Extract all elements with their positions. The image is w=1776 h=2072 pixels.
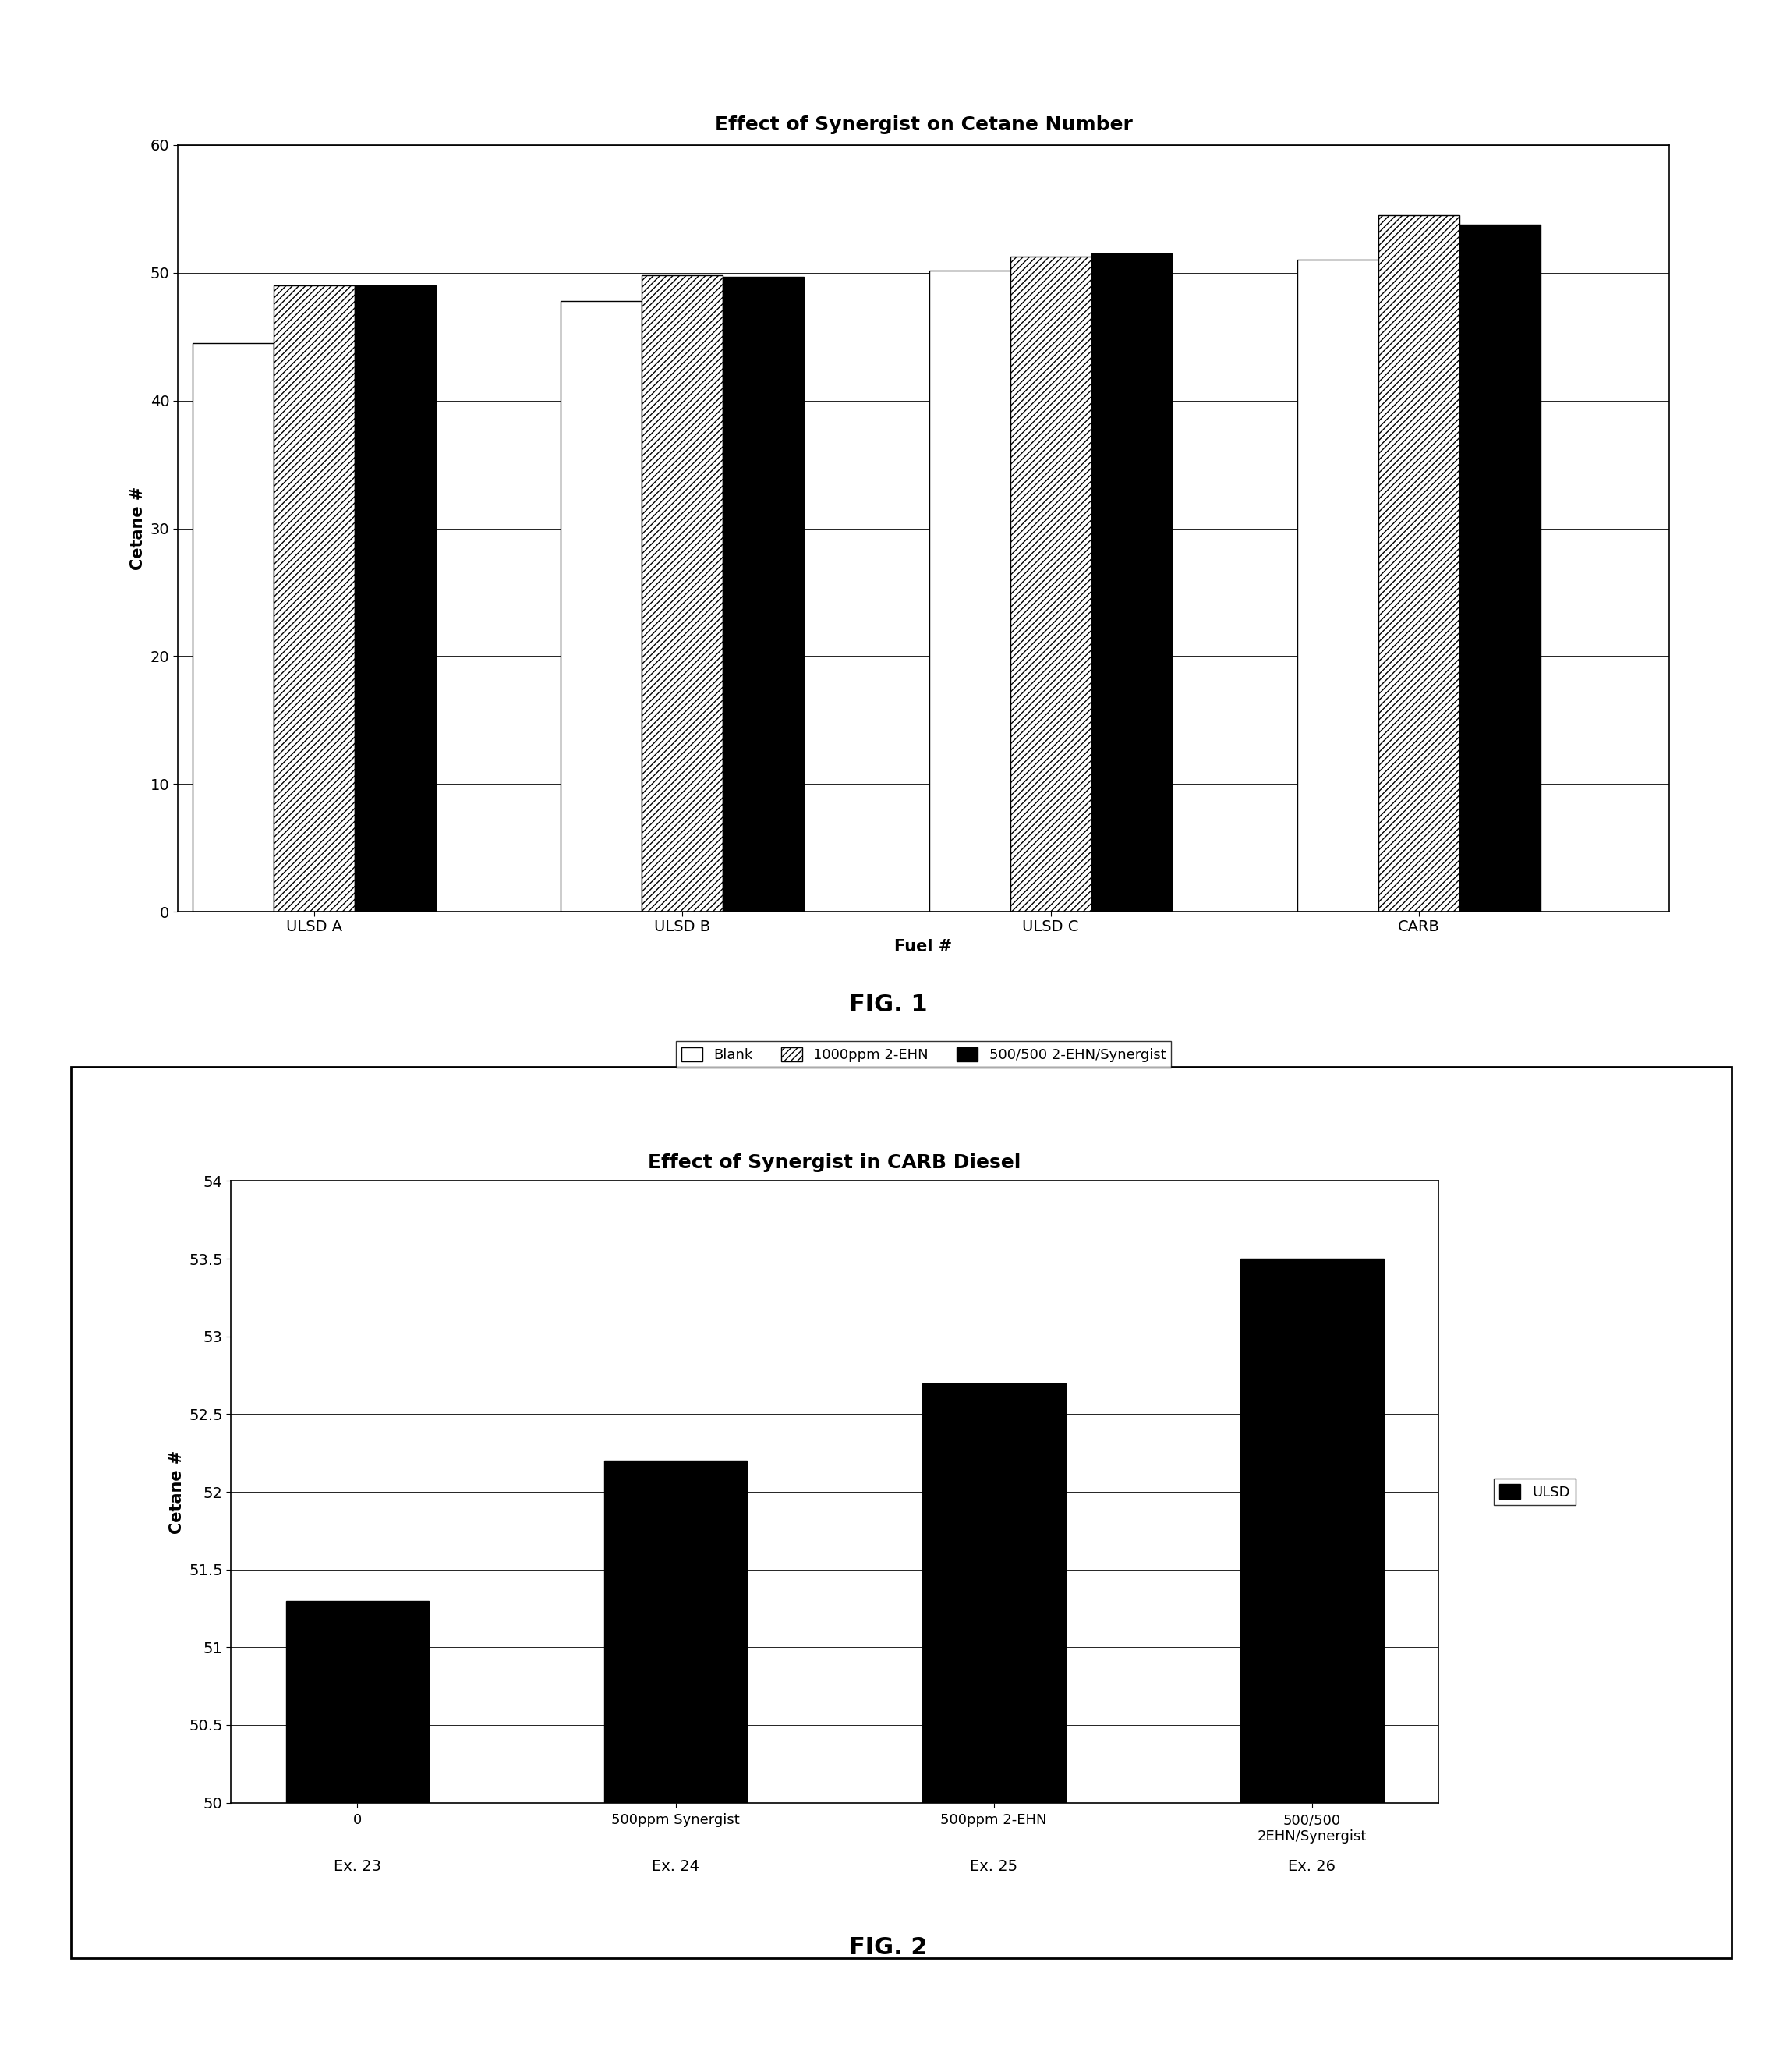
Bar xyxy=(1298,259,1378,912)
Legend: Blank, 1000ppm 2-EHN, 500/500 2-EHN/Synergist: Blank, 1000ppm 2-EHN, 500/500 2-EHN/Syne… xyxy=(675,1042,1172,1067)
Bar xyxy=(641,276,723,912)
Bar xyxy=(192,344,274,912)
Bar xyxy=(286,1600,430,2072)
Bar xyxy=(1460,224,1540,912)
Bar xyxy=(1240,1258,1384,2072)
Text: FIG. 2: FIG. 2 xyxy=(849,1937,927,1958)
Bar xyxy=(274,286,355,912)
Title: Effect of Synergist in CARB Diesel: Effect of Synergist in CARB Diesel xyxy=(648,1154,1021,1173)
Bar xyxy=(1090,253,1172,912)
Bar xyxy=(561,300,641,912)
Bar xyxy=(1378,215,1460,912)
Bar xyxy=(1011,257,1090,912)
Bar xyxy=(929,269,1011,912)
Bar xyxy=(604,1461,748,2072)
Legend: ULSD: ULSD xyxy=(1494,1479,1575,1504)
Text: FIG. 1: FIG. 1 xyxy=(849,995,927,1015)
Text: Ex. 25: Ex. 25 xyxy=(970,1859,1018,1873)
X-axis label: Fuel #: Fuel # xyxy=(895,939,952,955)
Text: Ex. 26: Ex. 26 xyxy=(1288,1859,1336,1873)
Bar xyxy=(723,278,805,912)
Text: Ex. 23: Ex. 23 xyxy=(334,1859,382,1873)
Bar xyxy=(355,286,435,912)
Title: Effect of Synergist on Cetane Number: Effect of Synergist on Cetane Number xyxy=(714,116,1133,135)
Text: Ex. 24: Ex. 24 xyxy=(652,1859,700,1873)
Bar xyxy=(922,1382,1066,2072)
Y-axis label: Cetane #: Cetane # xyxy=(169,1450,185,1533)
Y-axis label: Cetane #: Cetane # xyxy=(130,487,146,570)
